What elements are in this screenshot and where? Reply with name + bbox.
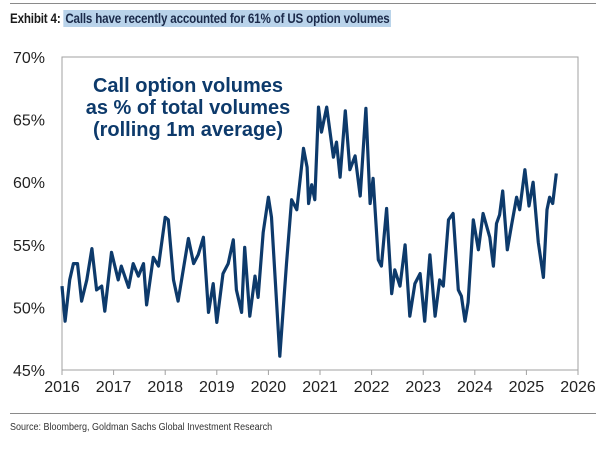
x-tick-label: 2020	[251, 379, 287, 396]
x-tick-label: 2026	[560, 379, 596, 396]
series-line	[60, 105, 558, 358]
exhibit-title-text: Calls have recently accounted for 61% of…	[63, 10, 392, 27]
annotation-line: Call option volumes	[93, 75, 283, 97]
y-axis: 45% 50% 55% 60% 65% 70%	[13, 50, 45, 380]
x-axis: 2016 2017 2018 2019 2020 2021 2022 2023 2024 2025…	[44, 370, 596, 396]
y-tick-label: 65%	[13, 113, 45, 130]
x-tick-label: 2019	[199, 379, 235, 396]
x-tick-label: 2024	[457, 379, 493, 396]
source-note: Source: Bloomberg, Goldman Sachs Global …	[10, 422, 273, 433]
bottom-rule	[10, 413, 596, 414]
y-tick-label: 55%	[13, 238, 45, 255]
x-tick-label: 2018	[147, 379, 183, 396]
y-tick-label: 50%	[13, 300, 45, 317]
top-rule	[10, 3, 596, 4]
annotation-line: (rolling 1m average)	[93, 119, 283, 141]
x-tick-label: 2021	[302, 379, 338, 396]
x-tick-label: 2017	[96, 379, 132, 396]
annotation-line: as % of total volumes	[86, 97, 291, 119]
exhibit-label: Exhibit 4:	[10, 11, 61, 26]
x-tick-label: 2023	[405, 379, 441, 396]
y-tick-label: 70%	[13, 50, 45, 67]
x-tick-label: 2022	[354, 379, 390, 396]
line-chart: 45%50%55%60%65%70% 2016 2017 2018 2019 2020 2…	[13, 50, 596, 396]
y-tick-label: 45%	[13, 363, 45, 380]
y-tick-label: 60%	[13, 175, 45, 192]
x-tick-label: 2025	[509, 379, 545, 396]
exhibit-title: Exhibit 4: Calls have recently accounted…	[10, 10, 392, 27]
x-tick-label: 2016	[44, 379, 80, 396]
